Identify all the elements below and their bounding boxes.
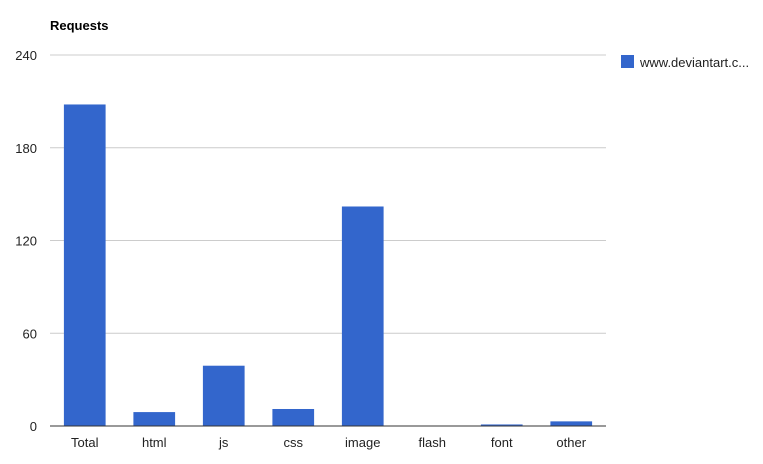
y-tick-label: 240 <box>15 48 37 63</box>
y-tick-label: 180 <box>15 141 37 156</box>
legend[interactable]: www.deviantart.c... <box>621 55 749 70</box>
bar-css[interactable] <box>272 408 315 426</box>
bars <box>63 104 593 426</box>
x-tick-label: js <box>218 435 229 450</box>
legend-swatch <box>621 55 634 68</box>
chart-title: Requests <box>50 18 109 33</box>
x-tick-label: image <box>345 435 380 450</box>
bar-total[interactable] <box>63 104 106 426</box>
x-tick-label: font <box>491 435 513 450</box>
y-tick-label: 120 <box>15 234 37 249</box>
x-axis-ticks: Total html js css image flash font other <box>71 435 587 450</box>
gridlines <box>50 54 606 334</box>
x-tick-label: html <box>142 435 167 450</box>
x-tick-label: Total <box>71 435 99 450</box>
y-axis-ticks: 0 60 120 180 240 <box>15 48 37 434</box>
bar-font[interactable] <box>480 424 523 426</box>
y-tick-label: 60 <box>23 326 37 341</box>
y-tick-label: 0 <box>30 419 37 434</box>
x-tick-label: flash <box>419 435 446 450</box>
bar-image[interactable] <box>341 206 384 426</box>
bar-other[interactable] <box>550 421 593 426</box>
bar-js[interactable] <box>202 365 245 426</box>
x-tick-label: css <box>284 435 304 450</box>
legend-label: www.deviantart.c... <box>639 55 749 70</box>
x-tick-label: other <box>556 435 586 450</box>
bar-html[interactable] <box>133 412 176 426</box>
